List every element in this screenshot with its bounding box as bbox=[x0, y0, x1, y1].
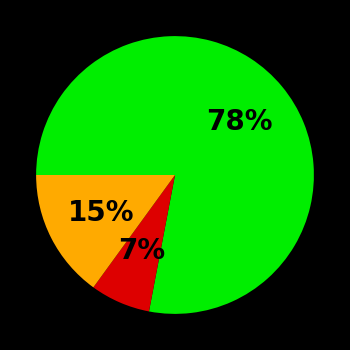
Wedge shape bbox=[93, 175, 175, 312]
Text: 7%: 7% bbox=[118, 238, 166, 266]
Text: 15%: 15% bbox=[68, 199, 134, 227]
Wedge shape bbox=[36, 36, 314, 314]
Text: 78%: 78% bbox=[206, 108, 272, 136]
Wedge shape bbox=[36, 175, 175, 287]
